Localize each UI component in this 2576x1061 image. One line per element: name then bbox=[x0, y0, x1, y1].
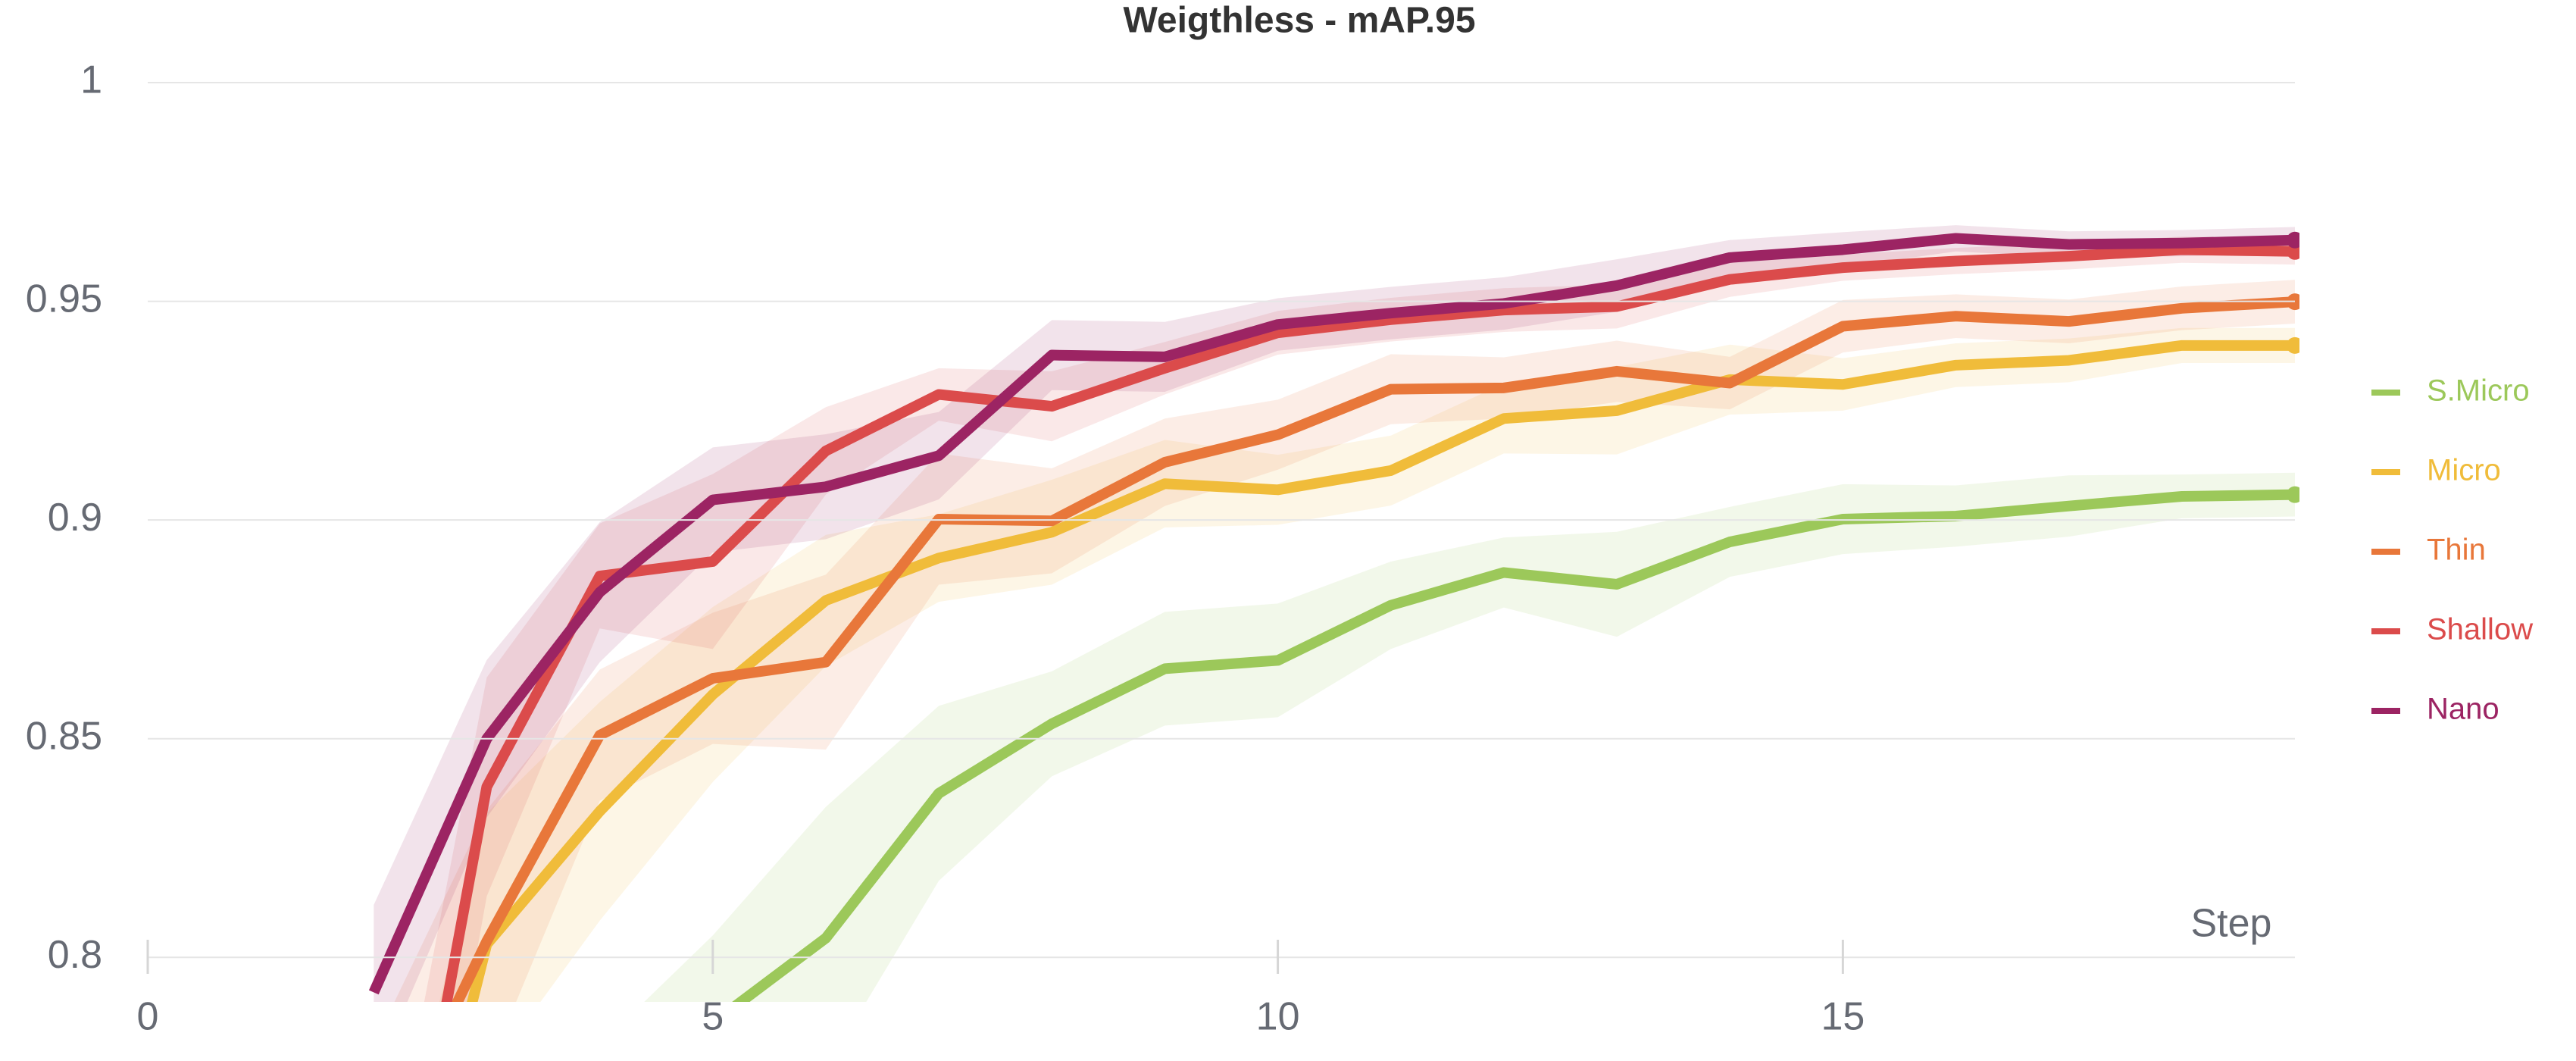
legend-label: Micro bbox=[2427, 454, 2501, 487]
y-tick-label: 0.8 bbox=[48, 933, 102, 977]
x-tick-label: 0 bbox=[137, 995, 159, 1039]
y-tick-label: 0.95 bbox=[26, 277, 102, 321]
legend-label: Nano bbox=[2427, 693, 2499, 726]
error-band bbox=[424, 236, 2295, 1002]
legend-label: Thin bbox=[2427, 534, 2486, 567]
x-axis-label: Step bbox=[2191, 902, 2272, 946]
legend-label: Shallow bbox=[2427, 613, 2533, 646]
series-line bbox=[467, 340, 2295, 1002]
x-tick-label: 15 bbox=[1821, 995, 1865, 1039]
end-point bbox=[2287, 231, 2299, 249]
x-tick-label: 10 bbox=[1256, 995, 1300, 1039]
y-tick-label: 0.9 bbox=[48, 496, 102, 540]
series-line bbox=[368, 233, 2296, 995]
x-tick-label: 5 bbox=[702, 995, 724, 1039]
series-line bbox=[441, 244, 2296, 1002]
end-point bbox=[2287, 486, 2299, 503]
chart-title: Weigthless - mAP.95 bbox=[1123, 1, 1475, 41]
series-line bbox=[732, 489, 2296, 1002]
y-tick-label: 0.85 bbox=[26, 714, 102, 758]
legend-label: S.Micro bbox=[2427, 374, 2530, 408]
end-point bbox=[2287, 336, 2299, 354]
y-tick-label: 1 bbox=[80, 58, 102, 102]
series-line bbox=[452, 296, 2296, 1002]
